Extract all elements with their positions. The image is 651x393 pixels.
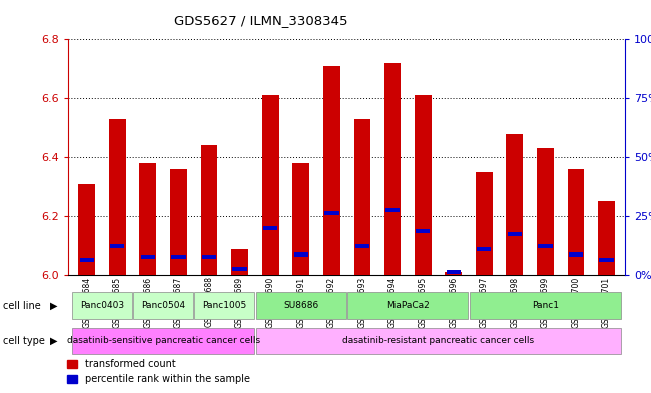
Text: SU8686: SU8686 [283,301,318,310]
Text: Panc1005: Panc1005 [202,301,247,310]
FancyBboxPatch shape [133,292,193,319]
Bar [109,119,126,275]
Bar [415,95,432,275]
Bar [569,252,583,257]
Text: Panc0403: Panc0403 [80,301,124,310]
Bar [201,145,217,275]
Bar [416,229,430,233]
FancyBboxPatch shape [72,328,255,354]
Text: Panc0504: Panc0504 [141,301,186,310]
Text: dasatinib-resistant pancreatic cancer cells: dasatinib-resistant pancreatic cancer ce… [342,336,534,345]
Bar [171,255,186,259]
Bar [294,252,308,257]
FancyBboxPatch shape [195,292,255,319]
Bar [110,244,124,248]
Legend: transformed count, percentile rank within the sample: transformed count, percentile rank withi… [63,356,254,388]
Bar [202,255,216,259]
Bar [292,163,309,275]
Text: Panc1: Panc1 [532,301,559,310]
Bar [600,258,614,263]
Bar [170,169,187,275]
FancyBboxPatch shape [72,292,132,319]
Bar [537,149,554,275]
Text: ▶: ▶ [49,336,57,346]
Bar [476,172,493,275]
Text: ▶: ▶ [49,301,57,310]
Text: cell type: cell type [3,336,45,346]
Bar [353,119,370,275]
Bar [324,211,339,215]
Bar [447,270,461,274]
Bar [355,244,369,248]
Bar [232,267,247,271]
FancyBboxPatch shape [469,292,621,319]
FancyBboxPatch shape [256,328,621,354]
Bar [598,202,615,275]
FancyBboxPatch shape [347,292,468,319]
Text: dasatinib-sensitive pancreatic cancer cells: dasatinib-sensitive pancreatic cancer ce… [66,336,260,345]
Bar [508,232,522,236]
Bar [384,63,401,275]
Bar [538,244,553,248]
Bar [139,163,156,275]
Bar [568,169,585,275]
Bar [78,184,95,275]
Text: cell line: cell line [3,301,41,310]
FancyBboxPatch shape [256,292,346,319]
Bar [141,255,155,259]
Text: GDS5627 / ILMN_3308345: GDS5627 / ILMN_3308345 [174,14,347,27]
Text: MiaPaCa2: MiaPaCa2 [386,301,430,310]
Bar [445,272,462,275]
Bar [263,226,277,230]
Bar [323,66,340,275]
Bar [477,246,492,251]
Bar [506,134,523,275]
Bar [231,249,248,275]
Bar [79,258,94,263]
Bar [385,208,400,212]
Bar [262,95,279,275]
